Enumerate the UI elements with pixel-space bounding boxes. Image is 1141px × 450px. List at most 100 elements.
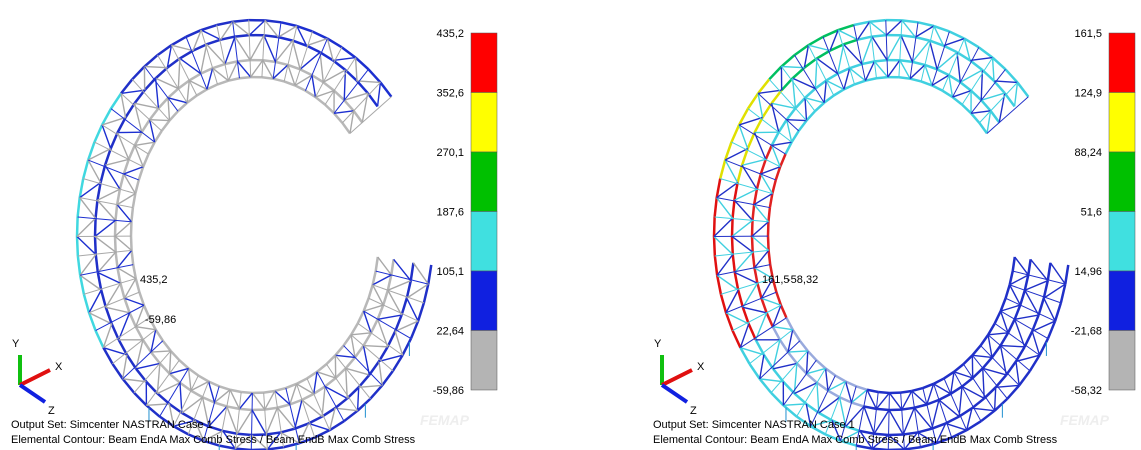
truss-chord: [156, 330, 163, 341]
truss-chord: [733, 255, 735, 273]
truss-chord: [752, 236, 753, 252]
truss-chord: [135, 180, 138, 194]
truss-chord: [788, 352, 797, 363]
truss-chord: [411, 263, 414, 281]
truss-chord: [218, 81, 229, 85]
truss-chord: [934, 378, 944, 383]
truss-brace: [359, 385, 382, 387]
truss-brace: [189, 368, 191, 390]
truss-chord: [132, 67, 144, 80]
truss-chord: [146, 405, 159, 416]
truss-chord: [235, 35, 249, 36]
truss-chord: [876, 409, 889, 410]
truss-chord: [781, 305, 786, 318]
truss-chord: [135, 132, 142, 145]
truss-brace: [772, 142, 792, 145]
watermark: FEMAP: [420, 412, 470, 428]
truss-web: [886, 20, 888, 77]
truss-brace: [826, 368, 828, 390]
truss-brace: [1032, 331, 1039, 355]
truss-chord: [992, 346, 1000, 358]
truss-chord: [369, 285, 373, 298]
truss-chord: [146, 382, 157, 394]
truss-web: [80, 265, 133, 276]
truss-brace: [80, 198, 96, 219]
truss-brace: [119, 313, 130, 340]
contour-annotation: 161,5: [762, 274, 790, 286]
truss-chord: [334, 91, 344, 101]
truss-brace: [755, 133, 766, 160]
truss-chord: [988, 323, 995, 335]
truss-chord: [1028, 259, 1030, 275]
truss-chord: [388, 331, 396, 346]
truss-chord: [132, 250, 134, 264]
truss-chord: [342, 47, 356, 57]
truss-chord: [355, 346, 363, 358]
truss-chord: [187, 95, 197, 102]
truss-brace: [115, 222, 131, 236]
truss-brace: [1015, 315, 1039, 319]
truss-chord: [901, 391, 912, 393]
truss-chord: [769, 67, 781, 80]
truss-chord: [117, 189, 120, 204]
legend-band: [471, 331, 497, 391]
truss-brace: [887, 35, 901, 60]
truss-chord: [952, 97, 962, 105]
legend-band: [1109, 152, 1135, 212]
truss-chord: [805, 89, 815, 98]
truss-brace: [379, 361, 382, 385]
truss-chord: [312, 31, 327, 38]
truss-chord: [793, 68, 805, 79]
truss-chord: [1020, 290, 1025, 305]
truss-chord: [937, 69, 949, 75]
truss-chord: [101, 165, 105, 182]
truss-brace: [102, 125, 111, 149]
contour-description: Elemental Contour: Beam EndA Max Comb St…: [653, 434, 1058, 446]
truss-chord: [275, 62, 287, 65]
truss-chord: [902, 20, 918, 22]
legend-band: [471, 93, 497, 153]
truss-chord: [1008, 319, 1015, 333]
truss-chord: [767, 313, 773, 327]
truss-brace: [996, 385, 1019, 387]
truss-chord: [769, 250, 771, 264]
truss-chord: [991, 111, 1000, 123]
truss-chord: [297, 378, 307, 383]
truss-chord: [816, 360, 825, 368]
legend-label: -59,86: [433, 385, 464, 397]
truss-chord: [1005, 93, 1015, 106]
truss-chord: [237, 60, 250, 61]
truss-brace: [95, 220, 115, 236]
truss-brace: [351, 333, 371, 335]
truss-brace: [971, 111, 991, 113]
truss-chord: [315, 97, 325, 105]
legend-band: [1109, 212, 1135, 272]
truss-chord: [346, 357, 355, 368]
truss-chord: [391, 259, 393, 275]
truss-web: [160, 368, 189, 416]
truss-brace: [714, 218, 733, 236]
truss-chord: [1017, 82, 1028, 96]
truss-web: [171, 45, 196, 95]
legend-label: -21,68: [1071, 326, 1102, 338]
truss-chord: [115, 205, 117, 221]
truss-chord: [265, 20, 281, 22]
truss-brace: [252, 393, 264, 410]
truss-brace: [740, 324, 748, 348]
truss-web: [111, 109, 155, 143]
truss-chord: [345, 70, 357, 81]
truss-chord: [178, 103, 187, 111]
truss-chord: [910, 79, 921, 82]
truss-brace: [151, 351, 171, 352]
truss-web: [249, 20, 251, 77]
truss-chord: [215, 403, 227, 407]
truss-chord: [824, 95, 834, 102]
truss-brace: [732, 220, 752, 236]
truss-chord: [368, 69, 380, 82]
truss-web: [715, 250, 769, 256]
truss-brace: [903, 408, 914, 435]
truss-chord: [325, 378, 336, 387]
truss-chord: [180, 383, 191, 391]
truss-web: [78, 250, 132, 256]
truss-brace: [725, 160, 737, 183]
